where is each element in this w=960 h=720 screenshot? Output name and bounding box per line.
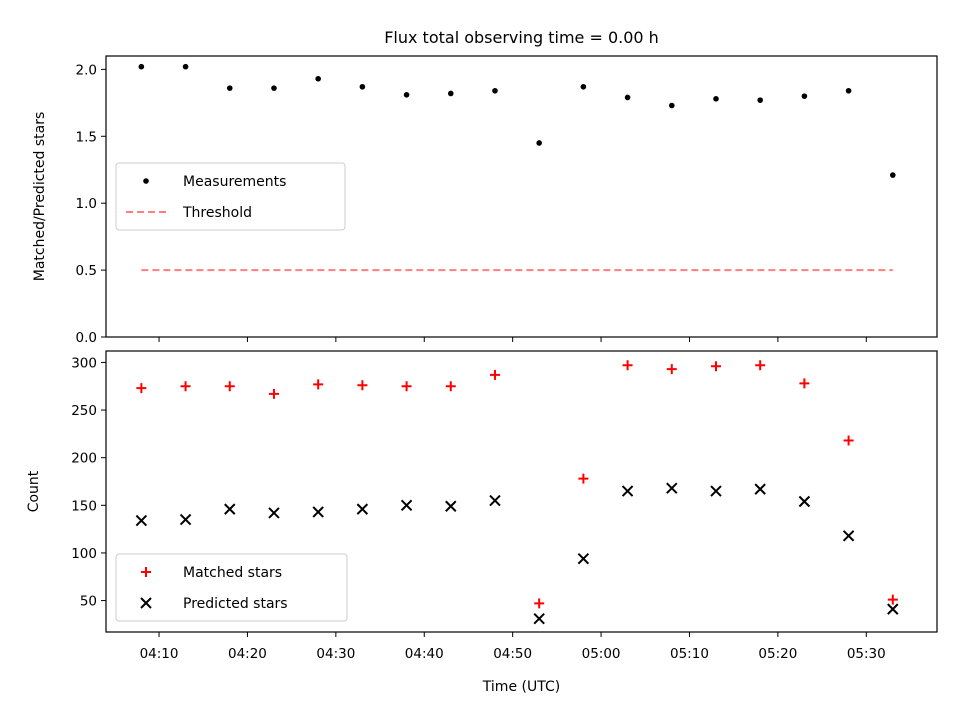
bottom-data-point	[489, 369, 500, 380]
top-ytick-label: 1.0	[76, 196, 97, 212]
top-data-point	[271, 85, 277, 91]
bottom-data-point	[180, 381, 191, 392]
bottom-xtick-label: 04:30	[316, 646, 355, 662]
legend-x-swatch	[140, 597, 152, 609]
bottom-data-point	[887, 603, 899, 615]
bottom-xtick-label: 05:20	[758, 646, 797, 662]
bottom-data-point	[755, 360, 766, 371]
bottom-xtick-label: 04:40	[405, 646, 444, 662]
bottom-ytick-label: 150	[71, 498, 97, 514]
bottom-data-point	[842, 530, 855, 542]
top-data-point	[138, 63, 145, 70]
bottom-xtick-label: 04:10	[140, 646, 179, 662]
bottom-data-point	[312, 506, 324, 518]
top-data-point	[315, 75, 321, 82]
bottom-data-point	[356, 503, 369, 515]
bottom-data-point	[577, 552, 590, 565]
bottom-data-point	[400, 499, 413, 512]
top-data-point	[536, 140, 542, 146]
top-data-point	[492, 87, 498, 94]
bottom-axes-frame	[105, 350, 938, 633]
top-data-point	[845, 87, 852, 94]
bottom-data-point	[666, 482, 678, 494]
legend-label: Matched stars	[183, 565, 282, 581]
bottom-xtick-label: 05:30	[847, 646, 886, 662]
bottom-ylabel: Count	[26, 470, 42, 512]
series-predicted-stars	[135, 482, 899, 625]
top-data-point	[447, 90, 454, 97]
top-data-point	[624, 94, 631, 101]
bottom-data-point	[445, 381, 456, 392]
bottom-xtick-label: 04:50	[493, 646, 532, 662]
bottom-ytick-label: 300	[71, 355, 97, 371]
top-axes-frame	[105, 55, 938, 338]
bottom-xtick-label: 05:10	[670, 646, 709, 662]
bottom-data-point	[798, 495, 811, 508]
bottom-data-point	[621, 485, 634, 497]
top-data-point	[580, 83, 587, 90]
bottom-data-point	[445, 500, 457, 512]
top-data-point	[757, 97, 763, 103]
bottom-ytick-label: 100	[71, 546, 97, 562]
bottom-data-point	[622, 360, 633, 371]
bottom-data-point	[268, 388, 279, 399]
bottom-data-point	[799, 378, 810, 389]
bottom-data-point	[179, 513, 192, 526]
top-data-point	[801, 93, 808, 99]
bottom-data-point	[135, 514, 148, 527]
bottom-data-point	[401, 381, 412, 392]
bottom-xtick-label: 05:00	[582, 646, 621, 662]
legend-label: Measurements	[183, 174, 286, 190]
bottom-data-point	[357, 380, 368, 391]
legend-plus-swatch	[141, 567, 151, 577]
top-data-point	[889, 172, 896, 178]
top-data-point	[403, 92, 410, 98]
top-ytick-label: 0.5	[76, 263, 97, 279]
top-data-point	[668, 102, 675, 109]
legend-label: Predicted stars	[183, 596, 288, 612]
bottom-data-point	[268, 507, 280, 519]
bottom-data-point	[534, 598, 545, 609]
bottom-data-point	[313, 379, 324, 390]
top-data-point	[359, 83, 366, 90]
bottom-legend-box	[115, 553, 348, 622]
bottom-xtick-label: 04:20	[228, 646, 267, 662]
top-ytick-label: 0.0	[76, 330, 97, 346]
bottom-ytick-label: 50	[80, 594, 97, 610]
top-data-point	[226, 85, 233, 91]
bottom-panel-counts: 50 100 150 200 250 300 04:10 04:20 04:30 04:40 04:…	[26, 350, 938, 695]
top-ytick-label: 2.0	[76, 62, 97, 78]
top-ytick-label: 1.5	[76, 129, 97, 145]
top-data-point	[182, 63, 189, 70]
bottom-data-point	[754, 483, 766, 495]
bottom-data-point	[843, 435, 854, 446]
top-legend: Measurements Threshold	[115, 162, 346, 231]
top-ylabel: Matched/Predicted stars	[32, 112, 48, 282]
figure-title: Flux total observing time = 0.00 h	[384, 28, 659, 47]
top-panel-ratio: 0.0 0.5 1.0 1.5 2.0 Matched/Predicted stars Me…	[32, 55, 938, 346]
top-data-point	[713, 96, 719, 102]
bottom-data-point	[887, 594, 898, 605]
legend-label: Threshold	[182, 205, 252, 221]
bottom-data-point	[224, 503, 236, 515]
bottom-data-point	[710, 485, 722, 497]
bottom-data-point	[224, 381, 235, 392]
bottom-xlabel: Time (UTC)	[482, 679, 560, 695]
top-legend-box	[115, 162, 346, 231]
bottom-data-point	[136, 383, 147, 394]
bottom-data-point	[710, 361, 721, 372]
bottom-ytick-label: 250	[71, 403, 97, 419]
legend-dot-swatch	[143, 178, 149, 184]
bottom-data-point	[489, 494, 501, 507]
bottom-data-point	[533, 612, 545, 625]
bottom-data-point	[666, 364, 677, 375]
bottom-ytick-label: 200	[71, 451, 97, 467]
bottom-data-point	[578, 473, 589, 484]
series-measurements	[138, 63, 896, 178]
series-matched-stars	[136, 360, 898, 609]
bottom-legend: Matched stars Predicted stars	[115, 553, 348, 622]
